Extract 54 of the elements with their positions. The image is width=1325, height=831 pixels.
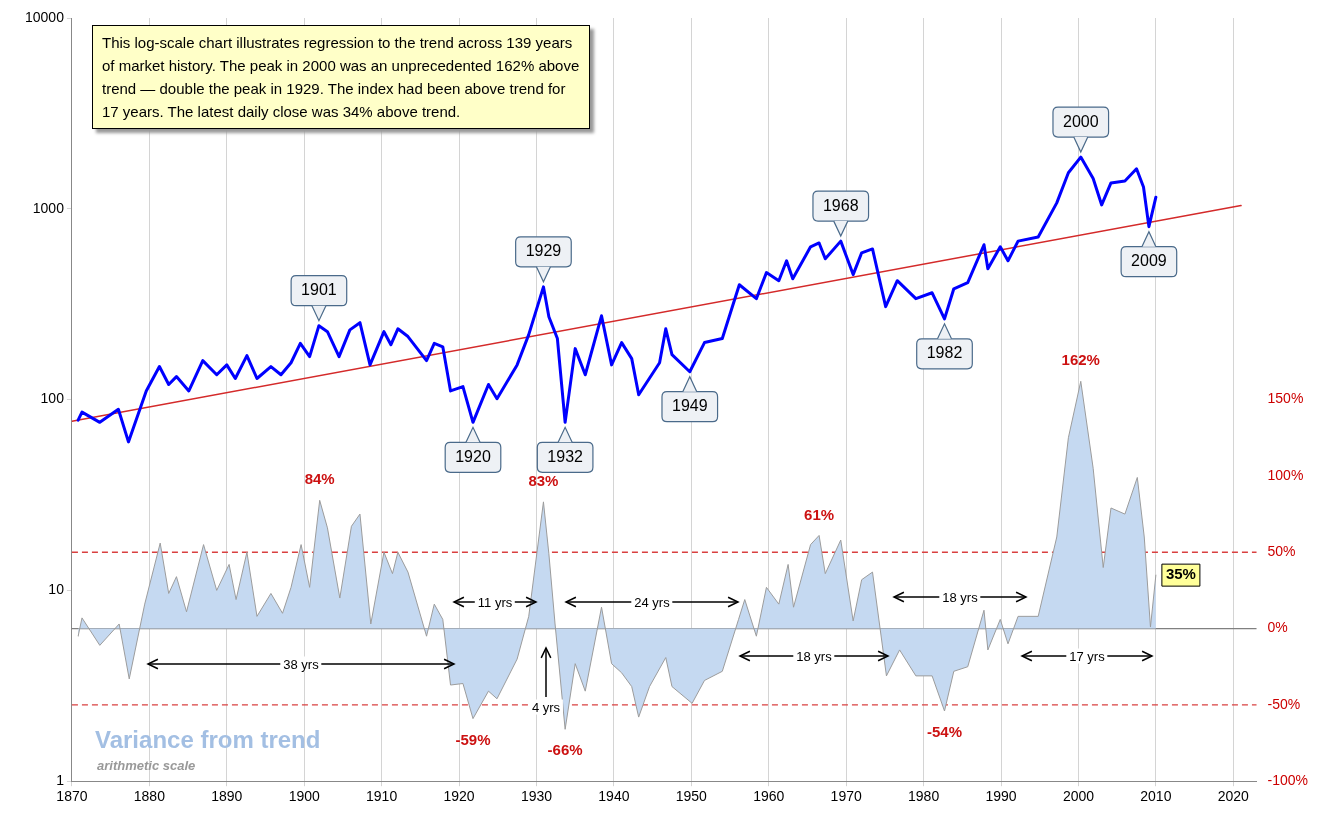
x-tick-label: 1870 [56, 788, 88, 805]
y2-tick-label: 0% [1267, 619, 1288, 636]
x-tick-label: 2020 [1217, 788, 1250, 805]
x-tick-label: 1890 [211, 788, 243, 805]
y-tick-label: 1000 [32, 199, 65, 216]
y2-tick-label: -100% [1267, 772, 1308, 789]
annotation: 1901 [301, 281, 337, 299]
data-label: 61% [804, 505, 835, 523]
x-tick-label: 1900 [288, 788, 320, 805]
annotation: 11 yrs [474, 594, 516, 610]
annotation: 18 yrs [939, 589, 981, 605]
annotation: 4 yrs [528, 699, 564, 715]
y2-tick-label: 100% [1267, 466, 1304, 483]
y2-tick-label: 50% [1267, 543, 1296, 560]
x-tick-label: 1940 [598, 788, 630, 805]
annotation: 24 yrs [631, 594, 673, 610]
annotation: 1920 [455, 447, 491, 465]
x-tick-label: 1970 [830, 788, 862, 805]
annotation: 1968 [822, 196, 859, 214]
annotation: 2000 [1062, 112, 1099, 130]
y-tick-label: 10 [48, 581, 65, 598]
y2-tick-label: -50% [1267, 695, 1301, 712]
data-label: 162% [1061, 351, 1100, 369]
annotation: Variance from trend [95, 726, 321, 754]
annotation: 1949 [671, 397, 708, 415]
annotation: 2009 [1131, 252, 1167, 270]
data-label: -59% [455, 730, 491, 748]
x-tick-label: 1980 [908, 788, 940, 805]
data-label: -54% [926, 723, 963, 741]
annotation: 38 yrs [280, 656, 322, 672]
y2-tick-label: 150% [1267, 390, 1304, 407]
x-tick-label: 2010 [1140, 788, 1172, 805]
x-tick-label: 2000 [1062, 788, 1095, 805]
data-label: 84% [304, 470, 335, 488]
y-tick-label: 100 [40, 390, 65, 407]
y-tick-label: 1 [56, 772, 65, 789]
annotation: arithmetic scale [97, 758, 196, 773]
x-tick-label: 1960 [753, 788, 785, 805]
x-tick-label: 1930 [520, 788, 553, 805]
annotation: This log-scale chart illustrates regression to the trend across 139 years of market history. The peak in 2000 was an unprecedented 162% above trend — double the peak in 1929. The index had been above trend for 17 years. The latest daily close was 34% above trend. [92, 25, 590, 129]
annotation: 1982 [926, 344, 963, 362]
annotation: 1929 [525, 242, 562, 260]
data-label: -66% [547, 741, 583, 759]
x-tick-label: 1880 [133, 788, 166, 805]
x-tick-label: 1990 [985, 788, 1017, 805]
annotation: 17 yrs [1066, 648, 1108, 664]
x-tick-label: 1950 [675, 788, 708, 805]
annotation: 1932 [547, 447, 584, 465]
x-tick-label: 1910 [366, 788, 398, 805]
annotation: 18 yrs [793, 648, 835, 664]
data-label: 83% [528, 472, 559, 490]
x-tick-label: 1920 [443, 788, 475, 805]
y-tick-label: 10000 [24, 8, 65, 25]
data-label: 35% [1165, 565, 1196, 583]
